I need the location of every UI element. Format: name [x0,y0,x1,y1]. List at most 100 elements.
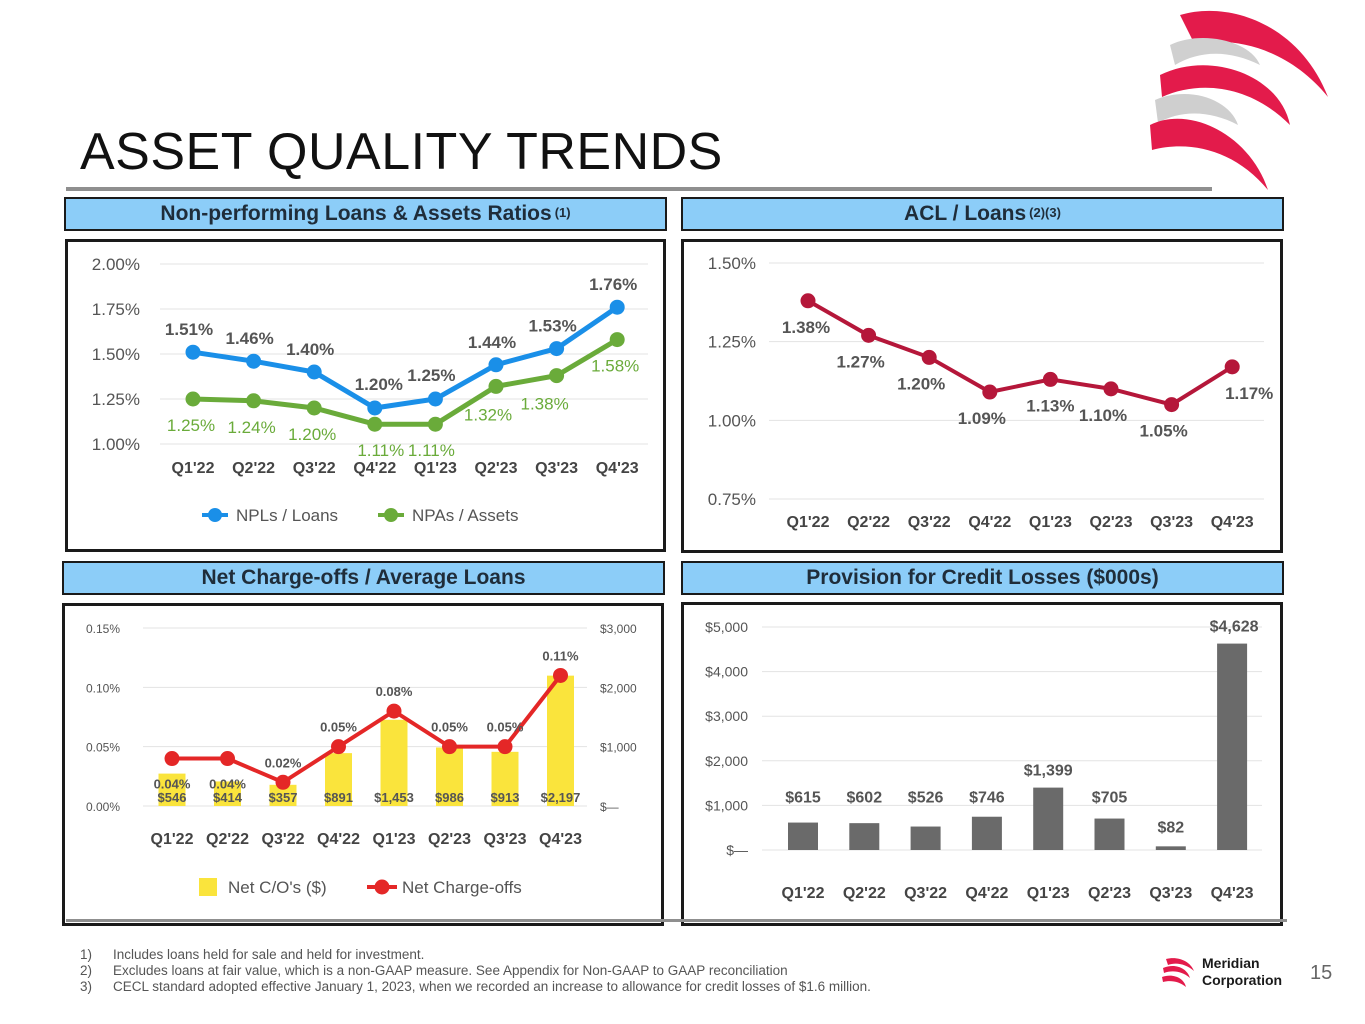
nco-legend-bar-label: Net C/O's ($) [228,878,327,897]
npl-point [549,341,565,357]
npl-point [246,353,262,369]
acl-point [1164,397,1180,413]
nco-x-tick: Q1'22 [151,831,194,848]
provision-bar [1094,818,1125,850]
nco-x-tick: Q3'22 [262,831,305,848]
provision-x-tick: Q1'23 [1027,885,1070,902]
nco-y-tick-left: 0.15% [86,622,120,636]
provision-x-tick: Q2'22 [843,885,886,902]
acl-panel: 0.75% 1.00% 1.25% 1.50% Q1'22 Q2'22 Q3'22 Q4'22… [681,239,1283,553]
nco-bar [380,719,408,806]
provision-y-tick: $5,000 [705,619,748,635]
npl-x-tick: Q1'22 [172,460,215,477]
acl-y-tick: 0.75% [708,490,756,509]
npl-x-tick: Q2'22 [232,460,275,477]
nco-bar [214,781,241,806]
provision-panel: $— $1,000 $2,000 $3,000 $4,000 $5,000 $615 $602… [681,602,1283,926]
npl-x-tick: Q3'23 [535,460,578,477]
acl-point [800,293,816,309]
provision-bar-label: $4,628 [1210,619,1259,636]
nco-chart: 0.00% 0.05% 0.10% 0.15% $— $1,000 $2,000 $3,000… [86,622,637,897]
provision-y-tick: $— [726,842,748,858]
nco-y-tick-left: 0.10% [86,681,120,695]
nco-y-tick-right: $— [600,800,619,814]
npa-data-label: 1.20% [288,425,336,444]
npa-data-label: 1.11% [357,441,404,460]
acl-x-tick: Q4'23 [1211,514,1254,531]
provision-bar [1155,846,1186,850]
nco-data-label: 0.05% [431,720,468,735]
nco-point [164,751,180,767]
nco-y-tick-right: $3,000 [600,622,637,636]
nco-bar-label: $986 [435,790,464,805]
nco-y-tick-right: $1,000 [600,741,637,755]
npa-data-label: 1.11% [408,441,455,460]
provision-bar-label: $526 [908,789,944,806]
npa-data-label: 1.38% [520,395,568,414]
nco-bar [269,784,297,806]
provision-bar [788,822,818,850]
acl-header-text: ACL / Loans [904,202,1027,225]
npl-legend-label: NPLs / Loans [236,506,338,525]
nco-series-line [172,674,563,785]
provision-x-tick: Q3'22 [904,885,947,902]
npl-y-tick: 2.00% [92,255,140,274]
npl-data-label: 1.51% [165,320,213,339]
nco-point [331,739,346,755]
footnotes: 1) Includes loans held for sale and held … [80,947,871,995]
npa-point [367,416,383,432]
nco-bar-label: $2,197 [541,790,581,805]
meridian-logo [1150,10,1328,190]
acl-header-footnote: (2)(3) [1029,204,1061,220]
acl-x-tick: Q2'23 [1090,514,1133,531]
provision-bar-label: $602 [847,789,883,806]
provision-x-tick: Q4'22 [965,885,1008,902]
acl-point [982,384,998,400]
acl-x-tick: Q1'23 [1029,514,1072,531]
acl-point [861,327,877,343]
page-number: 15 [1310,962,1333,984]
nco-x-tick: Q1'23 [373,831,416,848]
provision-y-tick: $2,000 [705,753,748,769]
nco-bar-label: $913 [491,790,520,805]
npa-point [185,391,201,407]
acl-point [921,349,937,365]
npa-point [427,416,443,432]
page-title: ASSET QUALITY TRENDS [80,123,723,181]
npl-chart: 1.00% 1.25% 1.50% 1.75% 2.00% Q1'22 Q2'22 Q3'22… [92,255,648,525]
nco-data-label: 0.04% [154,777,191,792]
npl-point [367,400,383,416]
npl-point [306,364,322,380]
npa-point [549,368,565,384]
npl-data-label: 1.53% [528,317,576,336]
provision-chart: $— $1,000 $2,000 $3,000 $4,000 $5,000 $615 $602… [705,619,1262,902]
npl-point [488,357,504,373]
provision-x-tick: Q4'23 [1211,885,1254,902]
nco-x-tick: Q4'22 [317,831,360,848]
provision-bar-label: $705 [1092,789,1128,806]
acl-y-tick: 1.00% [708,411,756,430]
npl-header-text: Non-performing Loans & Assets Ratios [160,202,552,225]
nco-bar-label: $891 [324,790,353,805]
nco-legend-marker [374,879,390,895]
nco-panel: 0.00% 0.05% 0.10% 0.15% $— $1,000 $2,000 $3,000… [62,603,664,926]
meridian-mark-icon [1162,958,1194,987]
npa-data-label: 1.32% [464,405,512,424]
nco-point [553,667,568,683]
npl-y-tick: 1.25% [92,390,140,409]
nco-legend-line-label: Net Charge-offs [402,878,522,897]
nco-x-tick: Q4'23 [539,831,582,848]
provision-bar [1033,787,1064,850]
npa-data-label: 1.24% [227,418,275,437]
acl-data-label: 1.27% [836,352,884,371]
npl-point [609,299,625,315]
nco-bar [436,747,463,806]
npl-header: Non-performing Loans & Assets Ratios (1) [64,197,667,231]
acl-x-tick: Q3'22 [908,514,951,531]
acl-data-label: 1.10% [1079,406,1127,425]
brand-name: Meridian Corporation [1202,955,1283,988]
nco-bar-label: $414 [213,790,243,805]
npl-data-label: 1.20% [355,375,403,394]
npl-y-tick: 1.75% [92,300,140,319]
provision-x-tick: Q2'23 [1088,885,1131,902]
